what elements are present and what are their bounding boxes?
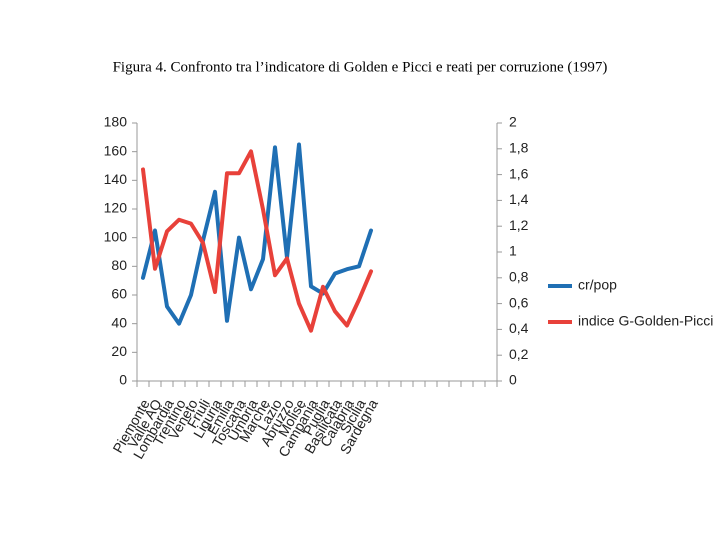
y2-tick-label: 0,6 [509, 294, 529, 310]
legend-label: indice G-Golden-Picci [578, 313, 713, 329]
y-tick-label: 20 [111, 343, 127, 359]
y-tick-label: 160 [104, 142, 128, 158]
y2-tick-label: 0 [509, 372, 517, 388]
y2-tick-label: 1,4 [509, 191, 529, 207]
series-line [141, 149, 373, 333]
series-line [141, 142, 373, 326]
y-tick-label: 120 [104, 200, 128, 216]
y-tick-label: 100 [104, 228, 128, 244]
legend-label: cr/pop [578, 277, 617, 293]
y2-tick-label: 0,2 [509, 346, 529, 362]
y2-tick-label: 2 [509, 114, 517, 130]
y-tick-label: 80 [111, 257, 127, 273]
y2-tick-label: 1,8 [509, 140, 529, 156]
y2-tick-label: 1,6 [509, 165, 529, 181]
y-tick-label: 140 [104, 171, 128, 187]
y2-tick-label: 1 [509, 243, 517, 259]
y2-tick-label: 1,2 [509, 217, 529, 233]
chart-title: Figura 4. Confronto tra l’indicatore di … [113, 59, 608, 75]
y-tick-label: 0 [119, 372, 127, 388]
y2-tick-label: 0,4 [509, 320, 529, 336]
y-tick-label: 40 [111, 314, 127, 330]
y2-tick-label: 0,8 [509, 269, 529, 285]
y-tick-label: 180 [104, 114, 128, 130]
y-tick-label: 60 [111, 286, 127, 302]
